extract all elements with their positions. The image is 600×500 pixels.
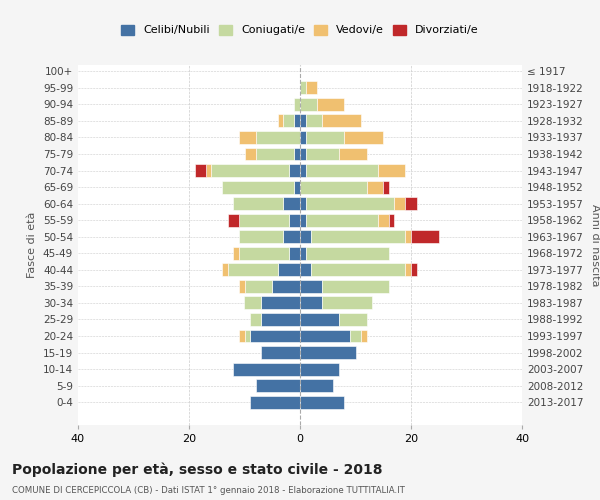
Legend: Celibi/Nubili, Coniugati/e, Vedovi/e, Divorziati/e: Celibi/Nubili, Coniugati/e, Vedovi/e, Di… <box>117 20 483 40</box>
Bar <box>250 313 261 326</box>
Bar <box>322 296 372 310</box>
Bar <box>300 247 305 260</box>
Bar <box>300 114 305 128</box>
Bar <box>305 197 394 210</box>
Bar <box>239 214 289 226</box>
Bar <box>339 148 367 160</box>
Bar <box>411 230 439 243</box>
Bar <box>283 230 300 243</box>
Bar <box>311 230 406 243</box>
Bar <box>300 313 339 326</box>
Bar <box>361 330 367 342</box>
Bar <box>406 264 411 276</box>
Bar <box>295 180 300 194</box>
Bar <box>322 280 389 293</box>
Bar <box>289 247 300 260</box>
Bar <box>389 214 394 226</box>
Bar <box>239 230 283 243</box>
Bar <box>233 197 283 210</box>
Bar <box>256 379 300 392</box>
Bar <box>378 214 389 226</box>
Bar <box>272 280 300 293</box>
Bar <box>300 164 305 177</box>
Bar <box>278 114 283 128</box>
Bar <box>300 82 305 94</box>
Bar <box>406 197 416 210</box>
Bar <box>228 214 239 226</box>
Bar <box>239 280 245 293</box>
Bar <box>305 247 389 260</box>
Bar <box>233 247 239 260</box>
Bar <box>300 264 311 276</box>
Y-axis label: Anni di nascita: Anni di nascita <box>590 204 600 286</box>
Bar <box>250 396 300 408</box>
Bar <box>305 148 339 160</box>
Bar <box>394 197 406 210</box>
Bar <box>283 114 295 128</box>
Bar <box>278 264 300 276</box>
Bar <box>239 330 245 342</box>
Bar <box>300 280 322 293</box>
Bar <box>295 148 300 160</box>
Bar <box>206 164 211 177</box>
Bar <box>245 330 250 342</box>
Bar <box>300 362 339 376</box>
Bar <box>245 148 256 160</box>
Bar <box>305 164 378 177</box>
Bar <box>305 214 378 226</box>
Bar <box>239 131 256 144</box>
Bar <box>317 98 344 111</box>
Bar <box>300 98 317 111</box>
Bar <box>222 264 228 276</box>
Bar <box>222 180 295 194</box>
Bar <box>344 131 383 144</box>
Bar <box>300 180 367 194</box>
Bar <box>339 313 367 326</box>
Bar <box>300 197 305 210</box>
Bar <box>300 131 305 144</box>
Text: Femmine: Femmine <box>0 499 1 500</box>
Bar <box>350 330 361 342</box>
Bar <box>261 296 300 310</box>
Bar <box>383 180 389 194</box>
Bar <box>305 82 317 94</box>
Bar <box>256 148 295 160</box>
Bar <box>305 131 344 144</box>
Bar <box>245 296 261 310</box>
Bar <box>283 197 300 210</box>
Bar <box>300 330 350 342</box>
Bar <box>295 114 300 128</box>
Bar <box>228 264 278 276</box>
Bar <box>250 330 300 342</box>
Bar <box>239 247 289 260</box>
Bar <box>406 230 411 243</box>
Y-axis label: Fasce di età: Fasce di età <box>28 212 37 278</box>
Bar <box>300 148 305 160</box>
Text: Popolazione per età, sesso e stato civile - 2018: Popolazione per età, sesso e stato civil… <box>12 462 383 477</box>
Bar <box>300 230 311 243</box>
Bar <box>322 114 361 128</box>
Bar <box>233 362 300 376</box>
Bar <box>289 164 300 177</box>
Bar <box>300 379 334 392</box>
Bar <box>311 264 406 276</box>
Bar <box>211 164 289 177</box>
Bar <box>256 131 300 144</box>
Bar <box>367 180 383 194</box>
Bar <box>378 164 406 177</box>
Text: COMUNE DI CERCEPICCOLA (CB) - Dati ISTAT 1° gennaio 2018 - Elaborazione TUTTITAL: COMUNE DI CERCEPICCOLA (CB) - Dati ISTAT… <box>12 486 405 495</box>
Bar <box>411 264 416 276</box>
Bar <box>289 214 300 226</box>
Text: Maschi: Maschi <box>0 499 1 500</box>
Bar <box>261 346 300 359</box>
Bar <box>300 396 344 408</box>
Bar <box>194 164 206 177</box>
Bar <box>300 296 322 310</box>
Bar <box>300 346 355 359</box>
Bar <box>261 313 300 326</box>
Bar <box>295 98 300 111</box>
Bar <box>305 114 322 128</box>
Bar <box>300 214 305 226</box>
Bar <box>245 280 272 293</box>
